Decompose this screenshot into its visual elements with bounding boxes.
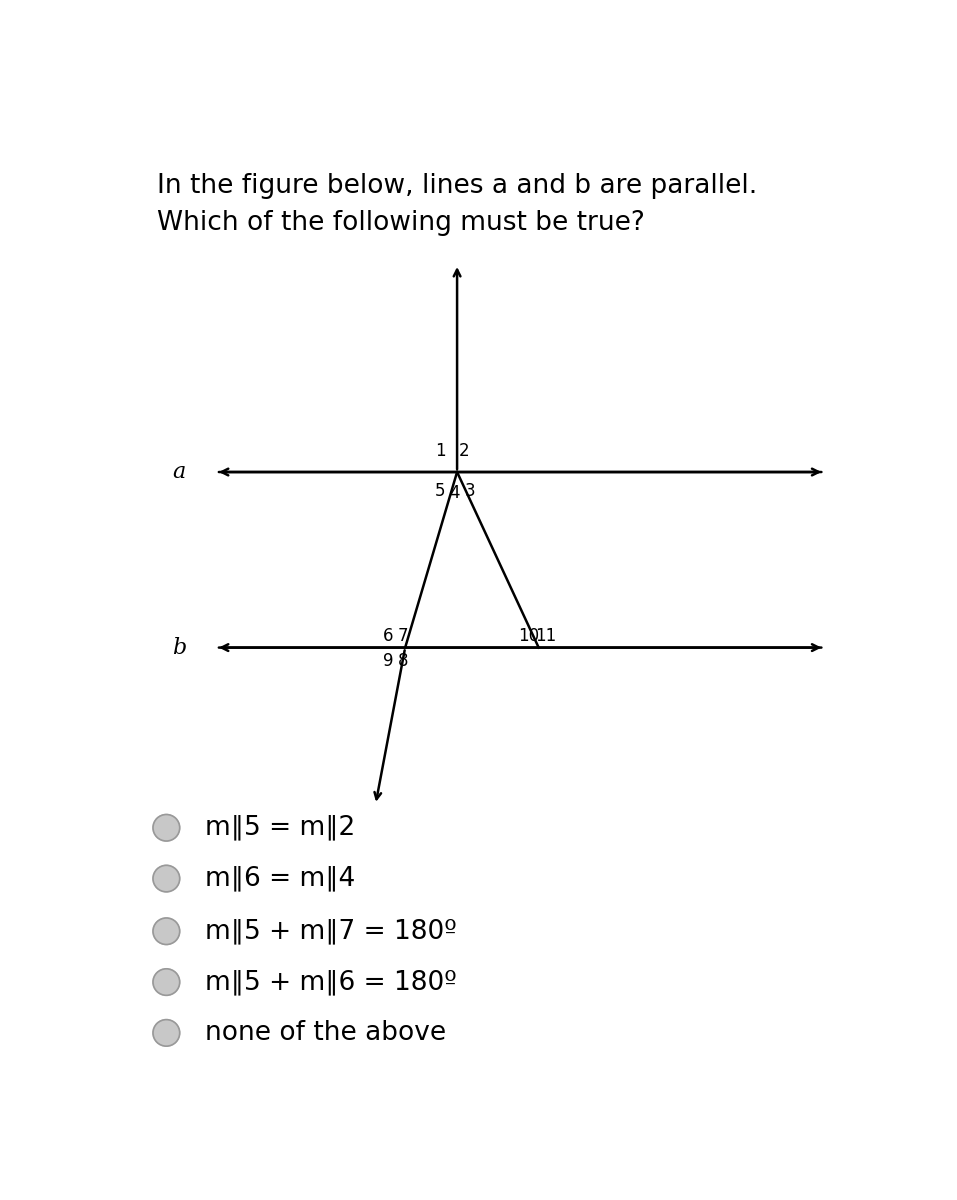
Text: In the figure below, lines a and b are parallel.: In the figure below, lines a and b are p… bbox=[157, 173, 757, 198]
Text: 8: 8 bbox=[398, 653, 409, 671]
Ellipse shape bbox=[153, 865, 180, 892]
Text: 4: 4 bbox=[450, 485, 460, 503]
Text: a: a bbox=[172, 461, 186, 484]
Text: 3: 3 bbox=[464, 482, 475, 500]
Text: 10: 10 bbox=[518, 628, 539, 646]
Text: 7: 7 bbox=[398, 628, 409, 646]
Text: m∥6 = m∥4: m∥6 = m∥4 bbox=[205, 865, 355, 892]
Ellipse shape bbox=[153, 815, 180, 841]
Text: Which of the following must be true?: Which of the following must be true? bbox=[157, 210, 645, 235]
Text: m∥5 = m∥2: m∥5 = m∥2 bbox=[205, 815, 355, 841]
Text: none of the above: none of the above bbox=[205, 1020, 446, 1046]
Ellipse shape bbox=[153, 968, 180, 995]
Text: 6: 6 bbox=[383, 628, 393, 646]
Ellipse shape bbox=[153, 1020, 180, 1046]
Text: b: b bbox=[172, 636, 186, 659]
Text: 5: 5 bbox=[434, 482, 445, 500]
Ellipse shape bbox=[153, 918, 180, 944]
Text: m∥5 + m∥7 = 180º: m∥5 + m∥7 = 180º bbox=[205, 918, 456, 944]
Text: 9: 9 bbox=[383, 653, 393, 671]
Text: 2: 2 bbox=[458, 442, 469, 460]
Text: 11: 11 bbox=[535, 628, 556, 646]
Text: m∥5 + m∥6 = 180º: m∥5 + m∥6 = 180º bbox=[205, 970, 456, 995]
Text: 1: 1 bbox=[434, 442, 445, 460]
